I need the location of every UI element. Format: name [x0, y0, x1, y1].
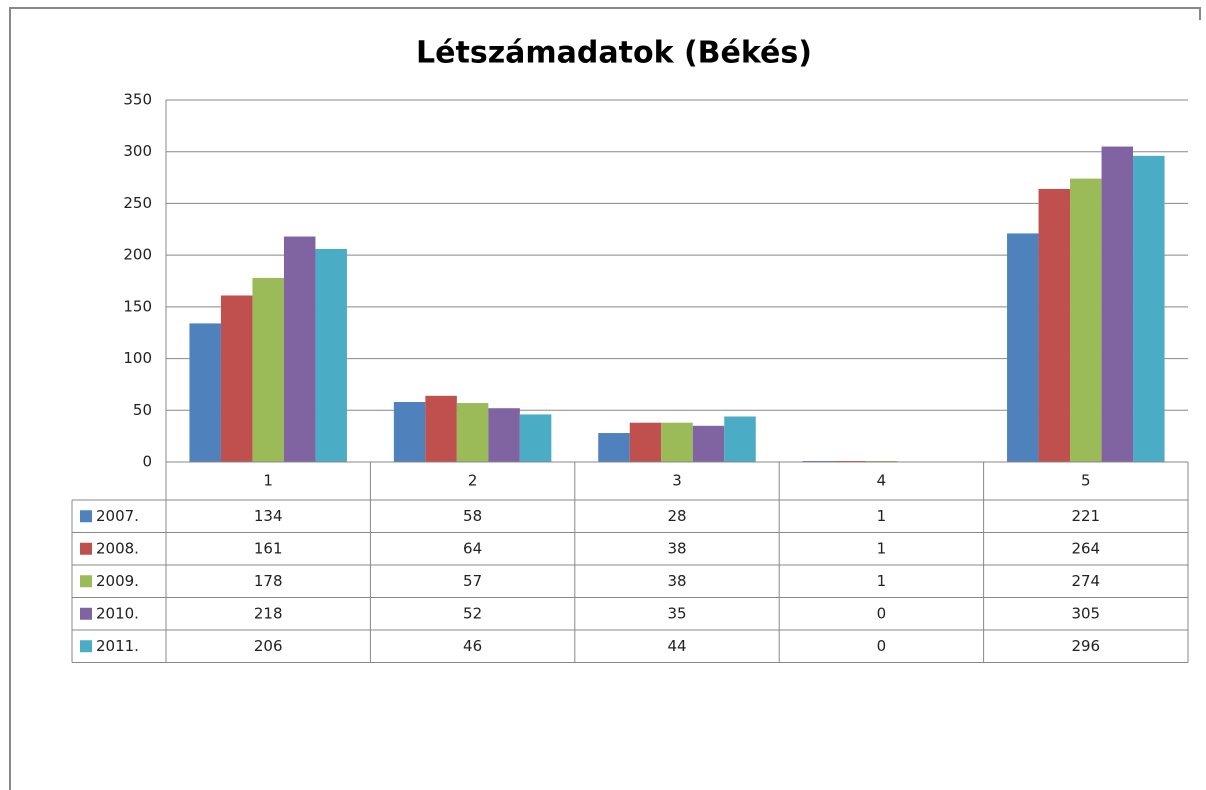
table-cell: 161 — [254, 539, 283, 557]
bar — [834, 460, 866, 462]
legend-label: 2009. — [96, 572, 139, 590]
bar — [802, 460, 835, 462]
legend-label: 2008. — [96, 539, 139, 557]
table-cell: 296 — [1071, 637, 1100, 655]
table-cell: 1 — [877, 572, 887, 590]
table-cell: 38 — [667, 539, 686, 557]
x-tick-label: 1 — [263, 472, 273, 490]
legend-swatch — [80, 640, 92, 653]
bar — [1101, 146, 1134, 463]
bar — [598, 433, 630, 462]
bar — [724, 416, 756, 462]
table-cell: 28 — [667, 507, 686, 525]
legend-label: 2007. — [96, 507, 139, 525]
table-cell: 57 — [463, 572, 482, 590]
y-tick-label: 350 — [123, 91, 152, 109]
legend-swatch — [80, 607, 92, 620]
bar — [456, 403, 489, 462]
legend-swatch — [80, 575, 92, 588]
table-cell: 1 — [877, 507, 887, 525]
x-tick-label: 2 — [468, 472, 478, 490]
chart-title: Létszámadatok (Békés) — [416, 36, 812, 71]
table-cell: 52 — [463, 604, 482, 622]
table-cell: 0 — [877, 637, 887, 655]
bar — [865, 460, 898, 462]
bar — [1133, 155, 1165, 462]
y-tick-label: 150 — [123, 297, 152, 315]
bar — [1070, 178, 1102, 462]
table-cell: 38 — [667, 572, 686, 590]
bar — [189, 323, 221, 462]
y-tick-label: 300 — [123, 142, 152, 160]
legend-label: 2011. — [96, 637, 139, 655]
bar — [488, 408, 520, 462]
table-cell: 44 — [667, 637, 686, 655]
legend-swatch — [80, 510, 92, 523]
x-tick-label: 3 — [672, 472, 682, 490]
y-tick-label: 250 — [123, 194, 152, 212]
bar — [425, 395, 457, 462]
table-cell: 64 — [463, 539, 482, 557]
y-tick-label: 200 — [123, 246, 152, 264]
y-tick-label: 50 — [133, 401, 152, 419]
bar — [220, 295, 253, 462]
table-cell: 264 — [1071, 539, 1100, 557]
table-cell: 1 — [877, 539, 887, 557]
x-tick-label: 4 — [877, 472, 887, 490]
bar — [315, 248, 347, 462]
y-tick-label: 0 — [142, 453, 152, 471]
table-cell: 218 — [254, 604, 283, 622]
bar — [252, 277, 284, 462]
table-cell: 46 — [463, 637, 482, 655]
bar — [1007, 233, 1039, 462]
x-tick-label: 5 — [1081, 472, 1091, 490]
table-cell: 178 — [254, 572, 283, 590]
bar — [1038, 188, 1071, 462]
table-cell: 0 — [877, 604, 887, 622]
table-cell: 58 — [463, 507, 482, 525]
bar — [629, 422, 662, 462]
bar — [661, 422, 693, 462]
bar — [283, 236, 316, 462]
frame — [9, 7, 1201, 790]
table-cell: 134 — [254, 507, 283, 525]
legend-label: 2010. — [96, 604, 139, 622]
table-cell: 221 — [1071, 507, 1100, 525]
table-cell: 274 — [1071, 572, 1100, 590]
y-tick-label: 100 — [123, 349, 152, 367]
bar — [692, 425, 725, 462]
bar — [519, 414, 552, 462]
table-cell: 305 — [1071, 604, 1100, 622]
table-cell: 35 — [667, 604, 686, 622]
legend-swatch — [80, 542, 92, 555]
table-cell: 206 — [254, 637, 283, 655]
bar — [393, 402, 426, 462]
